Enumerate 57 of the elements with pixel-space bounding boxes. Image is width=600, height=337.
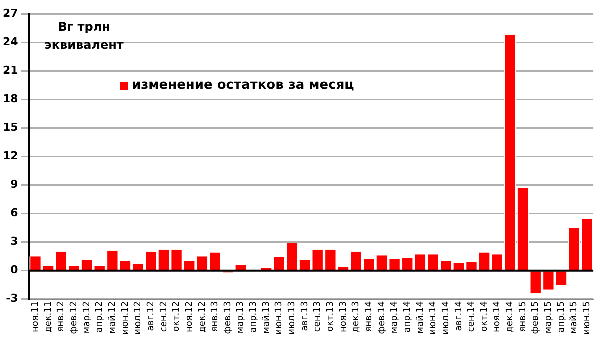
x-tick-label: ноя.14 — [492, 301, 503, 332]
x-tick-label: дек.11 — [44, 301, 54, 333]
x-tick-label: фев.13 — [223, 301, 234, 334]
x-tick-label: май.14 — [416, 301, 426, 334]
x-tick-label: дек.13 — [352, 301, 362, 333]
x-tick-label: мар.13 — [236, 301, 246, 334]
x-tick-label: ноя.12 — [184, 301, 195, 332]
x-tick-label: янв.13 — [210, 301, 221, 332]
y-axis-title: Вг трлн эквивалент — [44, 20, 124, 52]
x-tick-label: янв.12 — [56, 301, 67, 332]
x-tick-label: янв.14 — [364, 301, 374, 332]
x-tick-label: окт.14 — [480, 301, 490, 332]
x-tick-label: апр.12 — [95, 301, 106, 333]
x-tick-label: июл.12 — [134, 301, 144, 335]
y-tick-label: 24 — [2, 35, 19, 48]
y-tick-label: 6 — [10, 206, 19, 220]
y-tick-label: 9 — [10, 178, 18, 192]
x-tick-label: июн.13 — [274, 301, 285, 335]
x-tick-label: авг.14 — [454, 301, 464, 332]
x-tick-label: авг.13 — [300, 301, 310, 332]
x-tick-label: мар.12 — [82, 301, 92, 334]
x-tick-label: июл.14 — [441, 301, 452, 335]
y-tick-label: 21 — [2, 64, 18, 77]
x-tick-label: дек.14 — [506, 301, 516, 333]
x-tick-label: мар.15 — [544, 301, 554, 334]
x-tick-label: сен.14 — [467, 301, 478, 332]
x-tick-label: фев.15 — [531, 301, 542, 334]
x-tick-label: июн.15 — [582, 301, 592, 335]
x-tick-label: окт.13 — [326, 301, 336, 332]
legend-label: изменение остатков за месяц — [132, 78, 354, 93]
x-tick-label: апр.13 — [249, 301, 260, 333]
x-tick-label: мар.14 — [390, 301, 400, 334]
x-tick-label: ноя.11 — [31, 301, 42, 332]
x-tick-label: фев.14 — [377, 301, 388, 334]
x-tick-label: апр.15 — [556, 301, 567, 333]
x-tick-label: ноя.13 — [338, 301, 349, 332]
x-tick-label: сен.12 — [159, 301, 170, 332]
x-tick-label: май.12 — [108, 301, 118, 334]
x-tick-label: июн.14 — [428, 301, 439, 335]
x-tick-label: май.13 — [262, 301, 272, 334]
x-tick-label: июл.13 — [288, 301, 298, 335]
x-tick-label: май.15 — [570, 301, 580, 334]
x-tick-label: фев.12 — [70, 301, 80, 334]
y-tick-label: -3 — [6, 292, 18, 306]
y-tick-label: 0 — [10, 264, 19, 277]
x-tick-label: сен.13 — [313, 301, 324, 332]
y-tick-label: 15 — [2, 121, 18, 134]
x-tick-label: янв.15 — [518, 301, 528, 332]
x-tick-label: дек.12 — [198, 301, 208, 333]
y-tick-label: 12 — [2, 150, 18, 163]
x-tick-label: апр.14 — [402, 301, 413, 333]
x-tick-label: июн.12 — [120, 301, 131, 335]
x-tick-label: окт.12 — [172, 301, 182, 332]
y-tick-label: 3 — [10, 235, 18, 248]
x-tick-label: авг.12 — [146, 301, 156, 332]
y-tick-label: 18 — [2, 92, 18, 106]
y-tick-label: 27 — [2, 6, 18, 20]
